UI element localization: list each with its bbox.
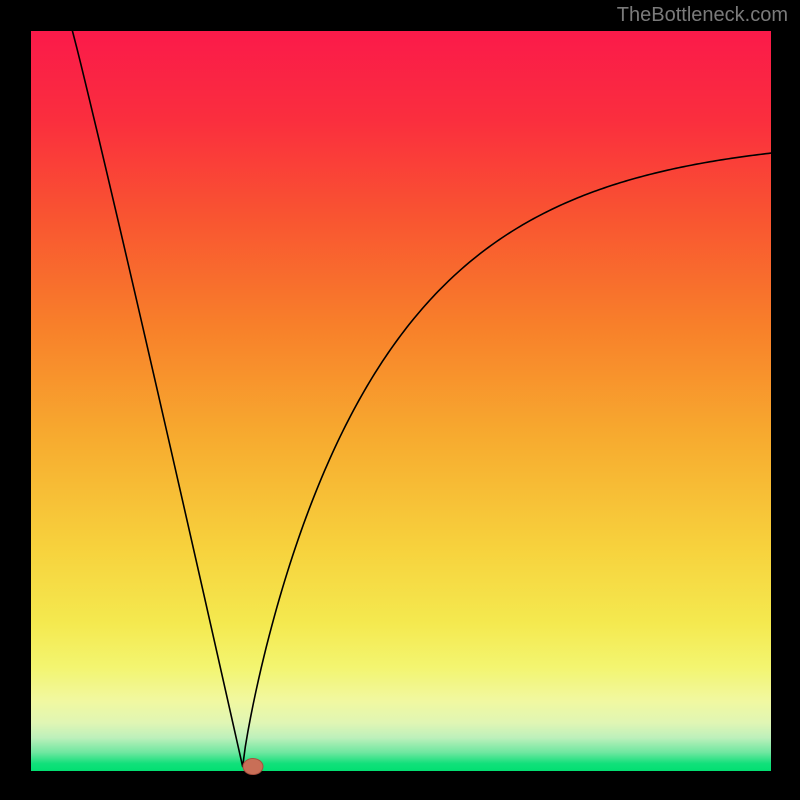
- bottleneck-chart: [0, 0, 800, 800]
- plot-background: [31, 31, 771, 771]
- chart-stage: TheBottleneck.com: [0, 0, 800, 800]
- optimum-marker: [243, 759, 263, 775]
- watermark-text: TheBottleneck.com: [617, 4, 788, 27]
